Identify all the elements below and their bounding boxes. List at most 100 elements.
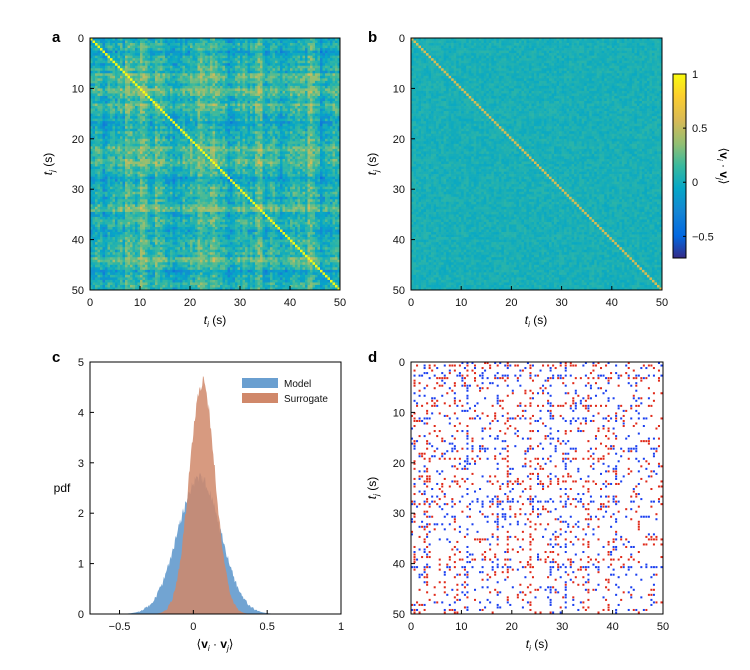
heat-cell-a xyxy=(177,199,181,203)
heat-cell-a xyxy=(177,50,181,54)
heat-cell-a xyxy=(185,70,188,74)
heat-cell-a xyxy=(212,38,216,41)
heat-cell-a xyxy=(125,106,128,109)
heat-cell-a xyxy=(120,164,123,167)
heat-cell-a xyxy=(172,98,176,102)
heat-cell-a xyxy=(97,143,101,147)
heat-cell-a xyxy=(97,216,101,220)
heat-cell-a xyxy=(102,186,106,190)
heat-cell-a xyxy=(207,95,211,99)
heat-cell-a xyxy=(137,176,141,180)
heat-cell-a xyxy=(97,189,101,193)
heat-cell-a xyxy=(175,98,178,102)
heat-cell-a xyxy=(175,174,178,177)
heat-cell-a xyxy=(97,50,101,54)
heat-cell-a xyxy=(95,199,98,203)
heat-cell-a xyxy=(132,58,136,62)
heat-cell-a xyxy=(190,191,193,195)
heat-cell-a xyxy=(167,221,171,225)
heat-cell-a xyxy=(162,221,166,225)
heat-cell-a xyxy=(182,73,186,77)
heat-cell-a xyxy=(125,123,128,127)
heat-cell-a xyxy=(182,75,186,79)
heat-cell-a xyxy=(210,88,213,92)
heat-cell-a xyxy=(127,118,131,122)
heat-cell-a xyxy=(170,277,173,281)
heat-cell-a xyxy=(117,118,121,122)
heat-cell-a xyxy=(187,133,191,137)
heat-cell-a xyxy=(167,247,171,251)
heat-cell-a xyxy=(197,211,201,215)
heat-cell-a xyxy=(90,239,93,243)
heat-cell-a xyxy=(137,204,141,208)
heat-cell-a xyxy=(212,146,216,150)
heat-cell-a xyxy=(107,151,111,155)
heat-cell-a xyxy=(172,75,176,79)
heat-cell-a xyxy=(112,60,116,64)
heat-cell-a xyxy=(212,58,216,62)
heat-cell-a xyxy=(90,186,93,190)
heat-cell-a xyxy=(145,252,148,256)
heat-cell-a xyxy=(172,282,176,286)
heat-cell-a xyxy=(165,58,168,62)
heat-cell-a xyxy=(212,121,216,125)
heat-cell-a xyxy=(102,151,106,155)
heat-cell-a xyxy=(175,229,178,233)
heat-cell-a xyxy=(177,206,181,210)
heat-cell-a xyxy=(177,53,181,56)
heat-cell-a xyxy=(127,131,131,135)
heat-cell-a xyxy=(95,45,98,49)
heat-cell-a xyxy=(147,267,151,271)
heat-cell-a xyxy=(115,88,118,92)
heat-cell-a xyxy=(130,38,133,41)
heat-cell-a xyxy=(202,80,206,84)
heat-cell-a xyxy=(147,191,151,195)
heat-cell-a xyxy=(95,264,98,268)
heat-cell-a xyxy=(100,60,103,64)
heat-cell-a xyxy=(182,259,186,263)
heat-cell-a xyxy=(185,199,188,203)
heat-cell-a xyxy=(95,93,98,97)
heat-cell-a xyxy=(205,171,208,175)
heat-cell-a xyxy=(207,166,211,170)
heat-cell-a xyxy=(120,151,123,155)
heat-cell-a xyxy=(192,111,196,114)
heat-cell-a xyxy=(112,143,116,147)
heat-cell-a xyxy=(112,136,116,140)
heat-cell-a xyxy=(160,116,163,119)
heat-cell-a xyxy=(120,272,123,276)
heat-cell-a xyxy=(100,113,103,117)
heat-cell-a xyxy=(197,111,201,114)
heat-cell-a xyxy=(192,113,196,117)
heat-cell-a xyxy=(105,113,108,117)
heat-cell-a xyxy=(212,179,216,182)
heat-cell-a xyxy=(172,247,176,251)
heat-cell-a xyxy=(192,55,196,59)
heat-cell-a xyxy=(127,269,131,273)
heat-cell-a xyxy=(185,244,188,248)
heat-cell-a xyxy=(142,88,146,92)
heat-cell-a xyxy=(197,214,201,218)
heat-cell-a xyxy=(120,60,123,64)
heat-cell-a xyxy=(140,247,143,251)
heat-cell-a xyxy=(205,45,208,49)
heat-cell-a xyxy=(142,68,146,72)
heat-cell-a xyxy=(90,267,93,271)
heat-cell-a xyxy=(120,224,123,228)
heat-cell-a xyxy=(152,48,156,51)
heat-cell-a xyxy=(127,176,131,180)
heat-cell-a xyxy=(205,204,208,208)
heat-cell-a xyxy=(190,204,193,208)
heat-cell-a xyxy=(90,174,93,177)
heat-cell-a xyxy=(165,252,168,256)
heat-cell-a xyxy=(177,174,181,177)
heat-cell-a xyxy=(202,191,206,195)
heat-cell-a xyxy=(167,272,171,276)
heat-cell-a xyxy=(140,113,143,117)
heat-cell-a xyxy=(182,201,186,205)
heat-cell-a xyxy=(135,88,138,92)
heat-cell-a xyxy=(100,259,103,263)
heat-cell-a xyxy=(157,73,161,77)
heat-cell-a xyxy=(177,234,181,238)
heat-cell-a xyxy=(92,60,96,64)
